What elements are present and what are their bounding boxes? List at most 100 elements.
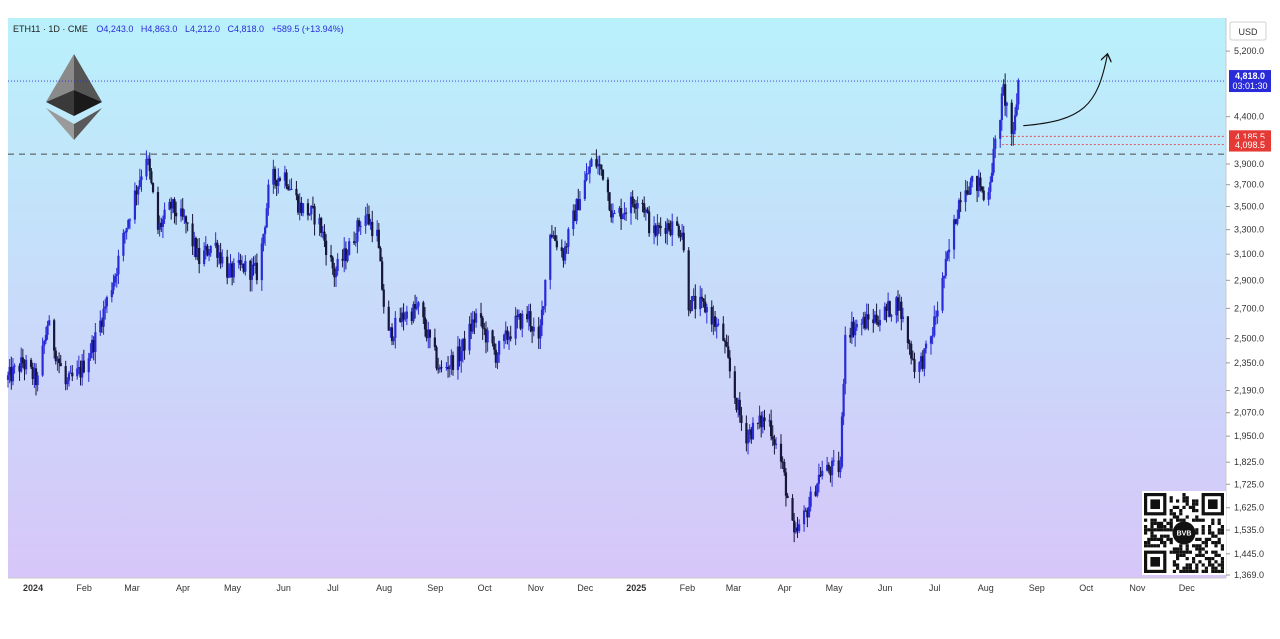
candle: [554, 226, 557, 242]
candle: [514, 307, 517, 346]
candle: [659, 217, 662, 237]
candle: [832, 449, 835, 466]
symbol-label: ETH11 · 1D · CME: [13, 24, 88, 34]
y-tick-label: 4,400.0: [1234, 112, 1264, 122]
candle: [596, 155, 600, 175]
candle: [600, 164, 603, 176]
candle: [474, 308, 478, 328]
candle: [331, 255, 334, 275]
candle: [713, 310, 717, 332]
candle: [527, 304, 530, 331]
candle: [768, 413, 771, 427]
candle: [814, 485, 817, 497]
candle: [252, 256, 255, 276]
candle: [976, 175, 979, 203]
plot-area[interactable]: [8, 18, 1226, 578]
candle: [71, 365, 74, 382]
candle: [387, 300, 390, 331]
candle: [690, 295, 694, 312]
candle: [82, 349, 85, 374]
candle: [158, 215, 161, 237]
candle: [468, 316, 471, 355]
candle: [89, 343, 92, 361]
candle: [842, 378, 845, 426]
candle: [751, 417, 755, 440]
candle: [521, 310, 524, 338]
candle: [921, 350, 924, 372]
y-tick-label: 1,725.0: [1234, 479, 1264, 489]
candle: [796, 516, 799, 538]
candle: [57, 352, 61, 374]
candle: [873, 310, 877, 325]
candle: [278, 176, 282, 182]
candle: [888, 300, 891, 318]
candle: [682, 225, 685, 253]
candle: [264, 225, 267, 246]
candle: [667, 219, 671, 232]
candle: [913, 352, 916, 379]
candle: [555, 235, 558, 251]
candle: [138, 168, 141, 190]
candle: [756, 422, 760, 430]
candle: [193, 231, 196, 257]
low-value: L4,212.0: [185, 24, 220, 34]
candle: [786, 493, 789, 499]
candle: [943, 275, 946, 289]
candle: [260, 237, 263, 291]
candle: [140, 169, 143, 192]
candle: [1000, 87, 1003, 131]
x-tick-label: May: [224, 583, 242, 593]
x-tick-label: Feb: [76, 583, 92, 593]
candle: [29, 357, 33, 369]
candle: [827, 462, 830, 474]
candle: [160, 217, 163, 233]
y-tick-label: 3,300.0: [1234, 225, 1264, 235]
candle: [948, 238, 951, 262]
candle: [437, 357, 440, 374]
y-tick-label: 5,200.0: [1234, 46, 1264, 56]
candle: [992, 137, 995, 176]
candle: [34, 363, 38, 396]
candle: [229, 254, 232, 278]
candle: [6, 371, 10, 388]
candle: [341, 249, 344, 268]
candle: [895, 295, 898, 324]
candle: [114, 273, 117, 287]
time-axis[interactable]: 2024 Feb Mar Apr May Jun Jul Aug Sep Oct Nov Dec 202…: [23, 583, 1195, 593]
candle: [69, 365, 72, 374]
candle: [875, 303, 878, 325]
candle: [493, 336, 496, 355]
currency-button[interactable]: [1229, 21, 1267, 41]
candle: [781, 456, 784, 469]
candle: [285, 169, 288, 190]
candle: [451, 351, 455, 376]
candle: [503, 333, 506, 349]
candle: [427, 321, 430, 349]
horizontal-levels: [8, 80, 1226, 155]
candle: [631, 190, 634, 208]
candle: [66, 377, 69, 390]
candle: [433, 328, 436, 351]
candle: [887, 292, 890, 318]
chart-legend: ETH11 · 1D · CME O4,243.0 H4,863.0 L4,21…: [13, 24, 344, 34]
candle: [221, 249, 224, 268]
candle: [240, 255, 244, 269]
candle: [125, 227, 128, 240]
ethereum-logo-icon: [46, 54, 102, 140]
candle: [793, 513, 796, 543]
candle: [145, 150, 148, 181]
candle: [1002, 79, 1005, 96]
candle: [308, 213, 311, 216]
candle: [819, 467, 822, 478]
candle: [1004, 73, 1007, 116]
candle: [598, 155, 601, 176]
candle: [694, 284, 697, 319]
candle: [494, 343, 497, 368]
candle: [629, 191, 633, 225]
candle: [687, 247, 690, 317]
candle: [863, 311, 867, 331]
y-tick-label: 2,900.0: [1234, 275, 1264, 285]
price-axis[interactable]: 5,200.0 4,400.0 3,900.0 3,700.0 3,500.0 3,300…: [1226, 46, 1264, 580]
candle: [855, 319, 858, 331]
candle: [608, 192, 611, 212]
